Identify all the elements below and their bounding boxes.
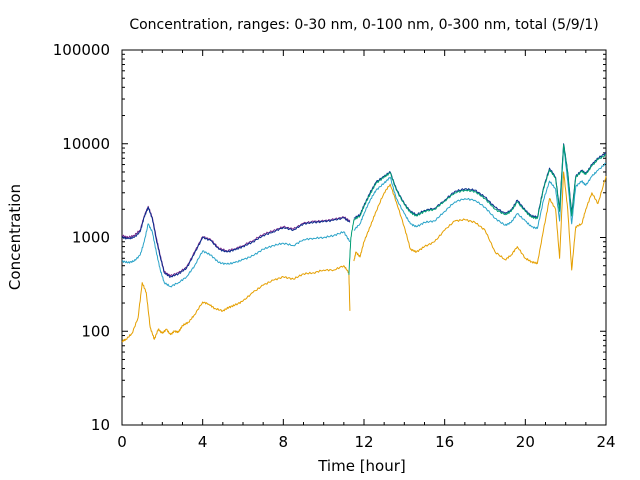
series-layer (121, 143, 607, 343)
y-tick-label: 100000 (53, 41, 110, 59)
series-line (121, 223, 351, 288)
y-tick-label: 100 (81, 322, 110, 340)
x-tick-label: 12 (354, 433, 373, 451)
y-tick-label: 1000 (72, 229, 110, 247)
plot-frame (121, 49, 607, 426)
x-tick-label: 4 (198, 433, 208, 451)
plot-border (121, 49, 607, 426)
series-line (121, 205, 351, 277)
series-line (353, 171, 607, 271)
series-line (121, 265, 351, 343)
y-axis-title: Concentration (6, 184, 24, 290)
x-axis-ticks: 0 4 8 12 16 20 24 (117, 50, 616, 451)
chart-title: Concentration, ranges: 0-30 nm, 0-100 nm… (129, 17, 598, 33)
y-tick-label: 10000 (62, 135, 110, 153)
y-tick-label: 10 (91, 416, 110, 434)
x-axis-title: Time [hour] (317, 457, 406, 475)
series-line (353, 145, 606, 231)
x-tick-label: 8 (279, 433, 289, 451)
x-tick-label: 0 (117, 433, 127, 451)
x-tick-label: 16 (435, 433, 454, 451)
series-line (348, 144, 607, 275)
x-tick-label: 20 (516, 433, 535, 451)
series-line (121, 206, 351, 278)
x-tick-label: 24 (596, 433, 615, 451)
y-axis-ticks: 10 100 1000 10000 100000 (53, 41, 606, 434)
